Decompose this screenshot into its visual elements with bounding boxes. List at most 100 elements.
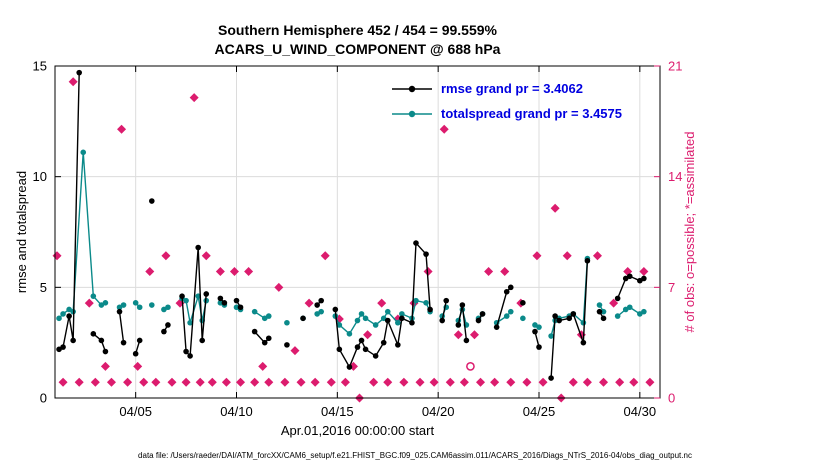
x-tick-label: 04/15 (321, 404, 354, 419)
assimilated-obs-marker (264, 377, 274, 387)
assimilated-obs-marker (90, 377, 100, 387)
assimilated-obs-marker (639, 267, 649, 277)
right-y-tick-label: 7 (668, 280, 675, 295)
x-axis-label: Apr.01,2016 00:00:00 start (280, 423, 435, 438)
axis-ticks (55, 65, 660, 399)
assimilated-obs-marker (310, 377, 320, 387)
assimilated-obs-marker (599, 377, 609, 387)
grid-lines (55, 66, 660, 398)
assimilated-obs-marker (207, 377, 217, 387)
assimilated-obs-marker (296, 377, 306, 387)
assimilated-obs-marker (58, 377, 68, 387)
assimilated-obs-marker (490, 377, 500, 387)
assimilated-obs-marker (280, 377, 290, 387)
left-y-tick-label: 15 (33, 59, 47, 74)
right-axis-label: # of obs: o=possible; *=assimilated (682, 131, 697, 333)
left-y-tick-label: 0 (40, 391, 47, 406)
assimilated-obs-marker (181, 377, 191, 387)
assimilated-obs-marker (221, 377, 231, 387)
assimilated-obs-marker (244, 267, 254, 277)
legend-label-totalspread: totalspread grand pr = 3.4575 (441, 106, 622, 121)
assimilated-obs-marker (151, 377, 161, 387)
assimilated-obs-marker (236, 377, 246, 387)
assimilated-obs-marker (369, 377, 379, 387)
assimilated-obs-marker (258, 361, 268, 371)
plot-frame (54, 65, 661, 399)
assimilated-obs-marker (52, 251, 62, 261)
tick-labels: 04/05 04/10 04/15 04/20 04/25 04/30 0 5 10 15 0 7 14… (33, 59, 683, 420)
series-rmse (56, 69, 647, 381)
assimilated-obs-marker (215, 267, 225, 277)
assimilated-obs-marker (377, 298, 387, 308)
assimilated-obs-marker (399, 377, 409, 387)
assimilated-obs-marker (439, 124, 449, 134)
legend-label-rmse: rmse grand pr = 3.4062 (441, 81, 583, 96)
assimilated-obs-marker (615, 377, 625, 387)
chart-title-line2: ACARS_U_WIND_COMPONENT @ 688 hPa (214, 41, 501, 57)
assimilated-obs-marker (84, 298, 94, 308)
assimilated-obs-marker (476, 377, 486, 387)
assimilated-obs-marker (195, 377, 205, 387)
assimilated-obs-marker (100, 361, 110, 371)
assimilated-obs-marker (123, 377, 133, 387)
x-tick-label: 04/10 (220, 404, 253, 419)
assimilated-obs-marker (363, 330, 373, 340)
assimilated-obs-marker (592, 251, 602, 261)
assimilated-obs-marker (423, 267, 433, 277)
assimilated-obs-marker (522, 377, 532, 387)
assimilated-obs-marker (609, 298, 619, 308)
assimilated-obs-marker (229, 267, 239, 277)
possible-obs-marker (466, 362, 475, 371)
right-y-tick-label: 0 (668, 391, 675, 406)
x-tick-label: 04/05 (119, 404, 152, 419)
left-y-tick-label: 10 (33, 169, 47, 184)
assimilated-obs-marker (645, 377, 655, 387)
assimilated-obs-marker (500, 267, 510, 277)
assimilated-obs-marker (453, 330, 463, 340)
x-tick-label: 04/20 (422, 404, 455, 419)
rmse-line-sample-icon (392, 85, 432, 92)
assimilated-obs-marker (383, 377, 393, 387)
assimilated-obs-marker (538, 377, 548, 387)
assimilated-obs-marker (117, 124, 127, 134)
assimilated-obs-marker (445, 377, 455, 387)
assimilated-obs-marker (532, 251, 542, 261)
legend-entry-rmse: rmse grand pr = 3.4062 (390, 76, 622, 101)
series-totalspread (56, 149, 647, 339)
assimilated-obs-marker (106, 377, 116, 387)
assimilated-obs-marker (274, 282, 284, 292)
assimilated-obs-marker (415, 377, 425, 387)
assimilated-obs-marker (139, 377, 149, 387)
assimilated-obs-marker (459, 377, 469, 387)
assimilated-obs-marker (250, 377, 260, 387)
assimilated-obs-marker (582, 377, 592, 387)
legend: rmse grand pr = 3.4062 totalspread grand… (390, 76, 622, 126)
assimilated-obs-marker (68, 77, 78, 87)
chart-title-line1: Southern Hemisphere 452 / 454 = 99.559% (218, 22, 497, 38)
x-tick-label: 04/30 (624, 404, 657, 419)
left-axis-label: rmse and totalspread (14, 170, 29, 294)
assimilated-obs-marker (429, 377, 439, 387)
assimilated-obs-marker (326, 377, 336, 387)
assimilated-obs-marker (161, 251, 171, 261)
assimilated-obs-marker (506, 377, 516, 387)
assimilated-obs-marker (320, 251, 330, 261)
assimilated-obs-marker (74, 377, 84, 387)
assimilated-obs-marker (167, 377, 177, 387)
assimilated-obs-marker (290, 346, 300, 356)
assimilated-obs-marker (550, 203, 560, 213)
x-tick-label: 04/25 (523, 404, 556, 419)
assimilated-obs-marker (189, 93, 199, 103)
data-file-caption: data file: /Users/raeder/DAI/ATM_forcXX/… (138, 451, 692, 460)
legend-entry-totalspread: totalspread grand pr = 3.4575 (390, 101, 622, 126)
assimilated-obs-marker (133, 361, 143, 371)
assimilated-obs-marker (340, 377, 350, 387)
series-num-obs (52, 77, 655, 403)
totalspread-line-sample-icon (392, 110, 432, 117)
assimilated-obs-marker (201, 251, 211, 261)
assimilated-obs-marker (469, 330, 479, 340)
assimilated-obs-marker (484, 267, 494, 277)
assimilated-obs-marker (145, 267, 155, 277)
